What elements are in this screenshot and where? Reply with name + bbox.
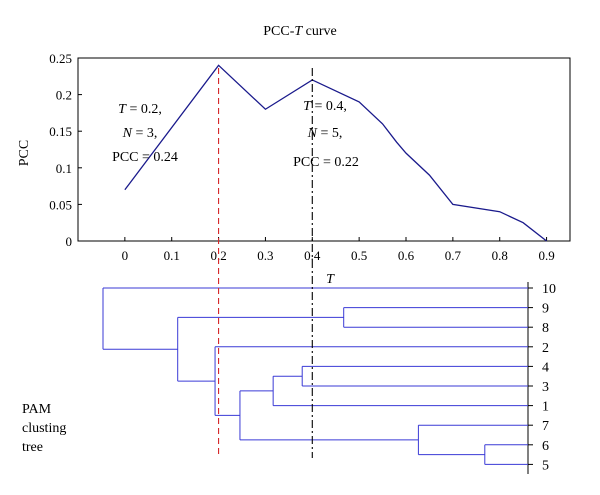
x-tick-label: 0.7 [445,248,462,263]
leaf-label: 2 [542,341,549,356]
leaf-label: 4 [542,360,549,375]
x-tick-label: 0.3 [257,248,273,263]
annotations: T = 0.2,N = 3,PCC = 0.24T = 0.4,N = 5,PC… [112,99,359,170]
plot-frame [77,57,571,242]
x-tick-label: 0.1 [164,248,180,263]
annotation-line: N = 3, [122,126,158,141]
y-tick-label: 0.25 [49,51,72,66]
leaf-label: 1 [542,400,549,415]
x-tick-label: 0.2 [210,248,226,263]
x-tick-label: 0 [122,248,129,263]
x-tick-label: 0.9 [538,248,554,263]
y-tick-label: 0 [66,234,73,249]
dendrogram: 10 9 8 2 4 3 1 7 6 5 [102,282,556,474]
annotation-line: PCC = 0.24 [112,150,178,165]
annotation-line: T = 0.4, [303,99,347,114]
dendrogram-title-line-3: tree [22,440,43,455]
y-tick-label: 0.15 [49,124,72,139]
leaf-label: 10 [542,282,556,297]
chart-title: PCC-T curve [263,24,337,39]
y-tick-label: 0.05 [49,197,72,212]
dendrogram-title-line-1: PAM [22,402,52,417]
line-plot: 00.050.10.150.20.250 0.1 0.2 0.3 0.4 0.5 0.6 0.… [49,51,571,263]
pcc-series-line [124,64,547,242]
y-tick-label: 0.2 [56,88,72,103]
chart-title-prefix: PCC- [263,24,294,39]
leaf-label: 8 [542,321,549,336]
annotation-line: T = 0.2, [118,102,162,117]
dendrogram-title-line-2: clusting [22,421,66,436]
y-axis-label: PCC [17,140,32,166]
leaf-label: 7 [542,419,549,434]
x-axis-label: T [326,272,335,287]
x-tick-label: 0.6 [398,248,415,263]
leaf-label: 9 [542,302,549,317]
leaf-label: 6 [542,439,549,454]
leaf-label: 3 [542,380,549,395]
chart-title-italic: T [294,24,303,39]
x-tick-label: 0.5 [351,248,367,263]
x-tick-label: 0.8 [492,248,508,263]
chart-title-suffix: curve [302,24,337,39]
annotation-line: PCC = 0.22 [293,155,359,170]
leaf-label: 5 [542,458,549,473]
dendrogram-title: PAM clusting tree [22,402,66,455]
y-tick-label: 0.1 [56,161,72,176]
